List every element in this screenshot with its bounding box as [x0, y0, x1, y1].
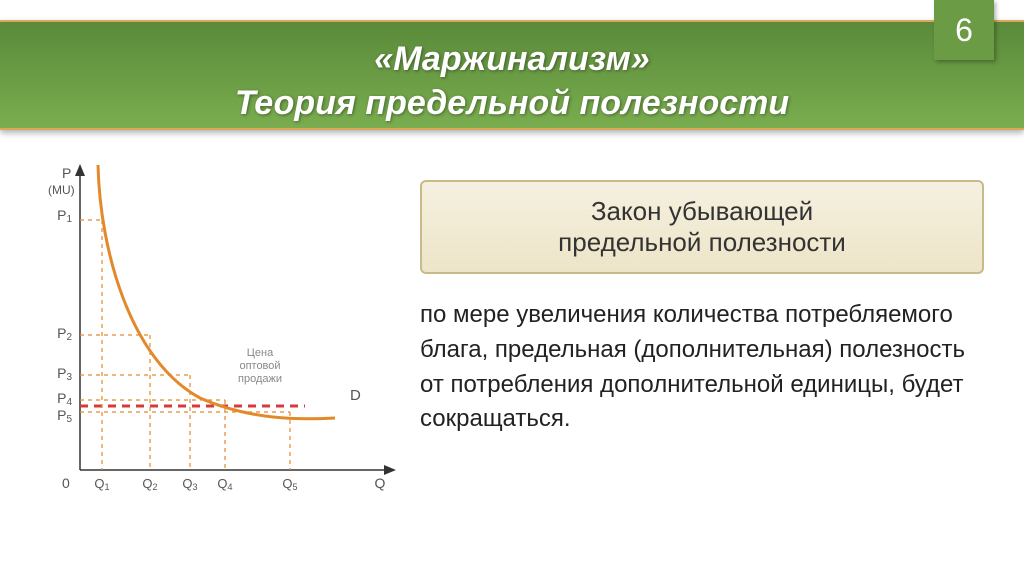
annot-2: оптовой [239, 360, 280, 372]
annot-1: Цена [247, 347, 274, 359]
title-line-2: Теория предельной полезности [235, 81, 789, 125]
ytick-p1: P1 [57, 207, 72, 225]
axes [75, 164, 396, 475]
xtick-q2: Q2 [142, 476, 157, 492]
law-title-box: Закон убывающей предельной полезности [420, 180, 984, 274]
title-line-1: «Маржинализм» [235, 37, 789, 81]
price-annotation: Цена оптовой продажи [238, 347, 282, 385]
law-description: по мере увеличения количества потребляем… [420, 298, 984, 437]
demand-curve-chart: P (MU) P1 P2 P3 P4 P5 0 Q1 Q2 Q3 Q4 Q5 Q [20, 160, 420, 520]
ytick-p2: P2 [57, 325, 72, 343]
slide-header: 6 «Маржинализм» Теория предельной полезн… [0, 0, 1024, 150]
ytick-p5: P5 [57, 407, 72, 425]
law-title-line-1: Закон убывающей [442, 196, 962, 227]
annot-3: продажи [238, 373, 282, 385]
x-axis-title: Q [375, 475, 386, 491]
xtick-q4: Q4 [217, 476, 232, 492]
y-tick-labels: P1 P2 P3 P4 P5 [57, 207, 72, 425]
ytick-p3: P3 [57, 365, 72, 383]
xtick-q5: Q5 [282, 476, 297, 492]
xtick-q3: Q3 [182, 476, 197, 492]
x-tick-labels: Q1 Q2 Q3 Q4 Q5 Q [94, 475, 385, 492]
slide-content: P (MU) P1 P2 P3 P4 P5 0 Q1 Q2 Q3 Q4 Q5 Q [0, 160, 1024, 574]
slide-title: «Маржинализм» Теория предельной полезнос… [235, 25, 789, 125]
ytick-p4: P4 [57, 390, 72, 408]
xtick-q1: Q1 [94, 476, 109, 492]
demand-curve [98, 165, 335, 419]
y-axis-labels: P (MU) [48, 165, 75, 197]
text-panel: Закон убывающей предельной полезности по… [420, 160, 1024, 574]
curve-label: D [350, 387, 361, 404]
page-number-badge: 6 [934, 0, 994, 60]
chart-container: P (MU) P1 P2 P3 P4 P5 0 Q1 Q2 Q3 Q4 Q5 Q [0, 160, 420, 560]
y-axis-title-1: P [62, 165, 71, 181]
y-axis-title-2: (MU) [48, 183, 75, 197]
law-title-line-2: предельной полезности [442, 227, 962, 258]
origin-label: 0 [62, 475, 70, 491]
